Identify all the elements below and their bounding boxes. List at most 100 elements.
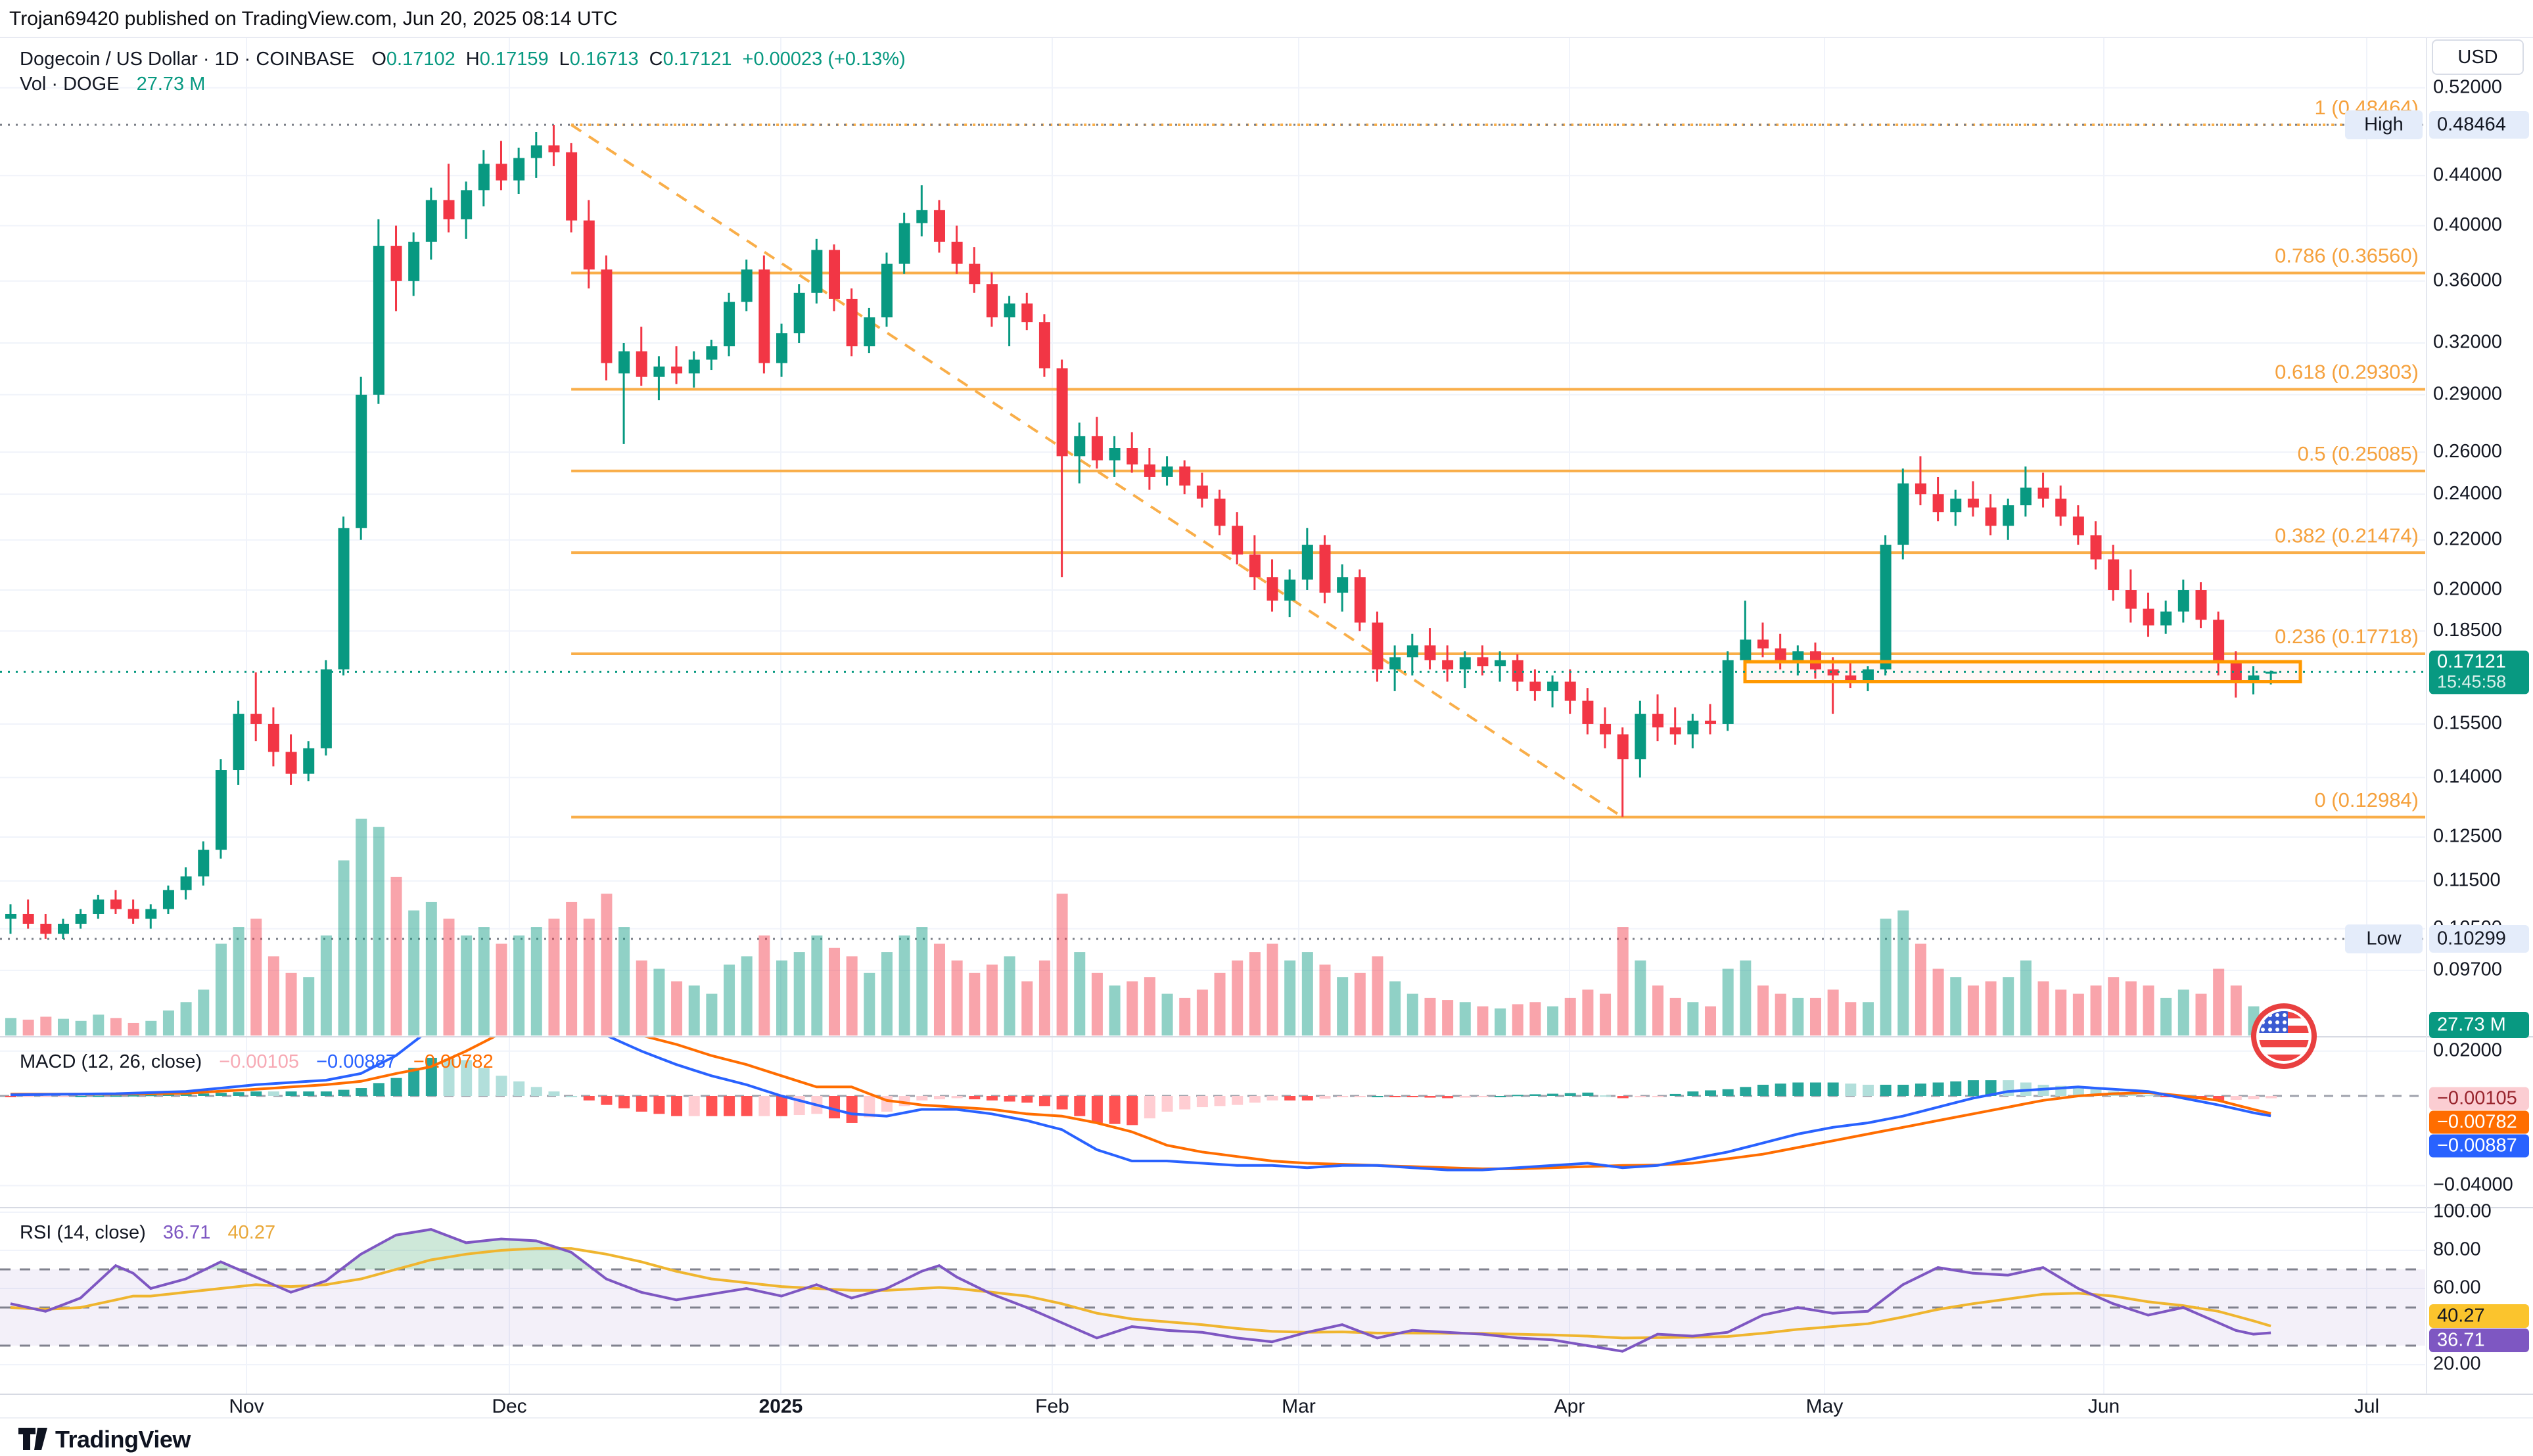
svg-text:Low: Low bbox=[2366, 928, 2402, 949]
svg-text:−0.00887: −0.00887 bbox=[2437, 1135, 2517, 1156]
svg-text:0.52000: 0.52000 bbox=[2433, 76, 2502, 97]
svg-text:Nov: Nov bbox=[229, 1396, 264, 1417]
svg-text:May: May bbox=[1806, 1396, 1844, 1417]
svg-text:27.73 M: 27.73 M bbox=[2437, 1014, 2506, 1035]
low-marker-pill: Low bbox=[2345, 924, 2423, 953]
svg-text:0.15500: 0.15500 bbox=[2433, 713, 2502, 734]
svg-text:0.382 (0.21474): 0.382 (0.21474) bbox=[2275, 524, 2419, 547]
price-axis[interactable]: 0.52000 0.44000 0.40000 0.36000 0.32000 0.290… bbox=[2345, 76, 2529, 1375]
svg-text:0.22000: 0.22000 bbox=[2433, 528, 2502, 549]
svg-text:Dec: Dec bbox=[492, 1396, 526, 1417]
svg-text:0.09700: 0.09700 bbox=[2433, 959, 2502, 980]
volume-axis-badge: 27.73 M bbox=[2429, 1012, 2529, 1038]
rsi-ma-badge: 40.27 bbox=[2429, 1304, 2529, 1328]
svg-text:Jun: Jun bbox=[2088, 1396, 2120, 1417]
svg-text:0.5 (0.25085): 0.5 (0.25085) bbox=[2298, 442, 2419, 465]
svg-text:Feb: Feb bbox=[1035, 1396, 1069, 1417]
svg-text:High: High bbox=[2364, 114, 2404, 135]
macd-signal-badge: −0.00782 bbox=[2429, 1110, 2529, 1134]
time-axis[interactable]: Nov Dec 2025 Feb Mar Apr May Jun Jul bbox=[229, 1396, 2379, 1417]
macd-hist-badge: −0.00105 bbox=[2429, 1087, 2529, 1110]
volume-value: 27.73 M bbox=[136, 74, 206, 95]
svg-text:0.48464: 0.48464 bbox=[2437, 114, 2506, 135]
publish-attribution-line: Trojan69420 published on TradingView.com… bbox=[9, 8, 618, 30]
svg-text:0.44000: 0.44000 bbox=[2433, 164, 2502, 185]
svg-text:0.11500: 0.11500 bbox=[2433, 869, 2501, 890]
symbol-title: Dogecoin / US Dollar · 1D · COINBASE bbox=[20, 49, 355, 70]
svg-text:100.00: 100.00 bbox=[2433, 1201, 2492, 1222]
open-value: 0.17102 bbox=[386, 49, 455, 70]
low-price-axis-label: 0.10299 bbox=[2429, 924, 2529, 953]
rsi-pane bbox=[0, 1228, 2425, 1353]
svg-text:0.02000: 0.02000 bbox=[2433, 1039, 2502, 1060]
low-label: L bbox=[559, 49, 570, 70]
macd-line-value: −0.00887 bbox=[316, 1051, 396, 1072]
tradingview-logo-text: TradingView bbox=[55, 1426, 191, 1453]
volume-layer bbox=[5, 819, 2277, 1035]
close-value: 0.17121 bbox=[662, 49, 732, 70]
high-low-lines bbox=[0, 124, 2425, 940]
macd-label: MACD (12, 26, close) bbox=[20, 1051, 202, 1072]
svg-text:0.26000: 0.26000 bbox=[2433, 441, 2502, 462]
svg-text:20.00: 20.00 bbox=[2433, 1354, 2481, 1375]
svg-text:0.618 (0.29303): 0.618 (0.29303) bbox=[2275, 361, 2419, 384]
change-value: +0.00023 (+0.13%) bbox=[742, 49, 906, 70]
candles-layer bbox=[5, 124, 2277, 939]
svg-text:60.00: 60.00 bbox=[2433, 1277, 2481, 1298]
high-label: H bbox=[465, 49, 480, 70]
svg-text:36.71: 36.71 bbox=[2437, 1330, 2485, 1351]
rsi-ma-value: 40.27 bbox=[227, 1222, 276, 1243]
tradingview-logo-icon bbox=[18, 1428, 47, 1450]
macd-pane bbox=[0, 1037, 2425, 1172]
svg-text:Mar: Mar bbox=[1282, 1396, 1316, 1417]
symbol-legend[interactable]: Dogecoin / US Dollar · 1D · COINBASE O0.… bbox=[20, 49, 906, 70]
svg-text:0.32000: 0.32000 bbox=[2433, 332, 2502, 353]
high-marker-pill: High bbox=[2345, 110, 2423, 139]
svg-text:0.24000: 0.24000 bbox=[2433, 483, 2502, 504]
svg-text:0.18500: 0.18500 bbox=[2433, 620, 2502, 641]
svg-text:0.40000: 0.40000 bbox=[2433, 214, 2502, 235]
usd-flag-icon bbox=[2251, 1003, 2317, 1069]
svg-text:Jul: Jul bbox=[2354, 1396, 2379, 1417]
svg-text:80.00: 80.00 bbox=[2433, 1239, 2481, 1260]
svg-text:0.20000: 0.20000 bbox=[2433, 579, 2502, 600]
pane-separators bbox=[0, 37, 2533, 1419]
fib-retracement: 1 (0.48464)0.786 (0.36560)0.618 (0.29303… bbox=[570, 96, 2425, 819]
svg-text:0.10299: 0.10299 bbox=[2437, 928, 2506, 949]
macd-signal-value: −0.00782 bbox=[413, 1051, 494, 1072]
rsi-badge: 36.71 bbox=[2429, 1329, 2529, 1352]
svg-text:0 (0.12984): 0 (0.12984) bbox=[2314, 788, 2419, 811]
close-label: C bbox=[649, 49, 663, 70]
high-value: 0.17159 bbox=[479, 49, 549, 70]
open-label: O bbox=[371, 49, 386, 70]
svg-text:0.17121: 0.17121 bbox=[2437, 651, 2506, 672]
svg-text:15:45:58: 15:45:58 bbox=[2437, 671, 2506, 691]
high-price-axis-label: 0.48464 bbox=[2429, 110, 2529, 139]
rsi-legend[interactable]: RSI (14, close) 36.71 40.27 bbox=[20, 1222, 275, 1244]
low-value: 0.16713 bbox=[569, 49, 639, 70]
volume-legend[interactable]: Vol · DOGE 27.73 M bbox=[20, 74, 205, 95]
header-divider bbox=[0, 37, 2533, 38]
rsi-label: RSI (14, close) bbox=[20, 1222, 146, 1243]
svg-text:−0.00782: −0.00782 bbox=[2437, 1112, 2517, 1133]
svg-text:0.29000: 0.29000 bbox=[2433, 383, 2502, 404]
svg-text:0.14000: 0.14000 bbox=[2433, 766, 2502, 787]
svg-text:2025: 2025 bbox=[759, 1396, 803, 1417]
svg-text:Apr: Apr bbox=[1554, 1396, 1585, 1417]
svg-text:−0.04000: −0.04000 bbox=[2433, 1174, 2513, 1195]
svg-text:40.27: 40.27 bbox=[2437, 1306, 2485, 1327]
tradingview-logo[interactable]: TradingView bbox=[17, 1426, 191, 1453]
grid-layer bbox=[0, 37, 2425, 1394]
macd-line-badge: −0.00887 bbox=[2429, 1134, 2529, 1158]
svg-text:0.12500: 0.12500 bbox=[2433, 826, 2502, 847]
svg-text:−0.00105: −0.00105 bbox=[2437, 1088, 2517, 1109]
rsi-value: 36.71 bbox=[162, 1222, 211, 1243]
macd-legend[interactable]: MACD (12, 26, close) −0.00105 −0.00887 −… bbox=[20, 1051, 494, 1073]
currency-toggle-button[interactable]: USD bbox=[2432, 39, 2524, 75]
volume-label: Vol · DOGE bbox=[20, 74, 120, 95]
svg-text:0.786 (0.36560): 0.786 (0.36560) bbox=[2275, 244, 2419, 267]
macd-hist-value: −0.00105 bbox=[219, 1051, 300, 1072]
